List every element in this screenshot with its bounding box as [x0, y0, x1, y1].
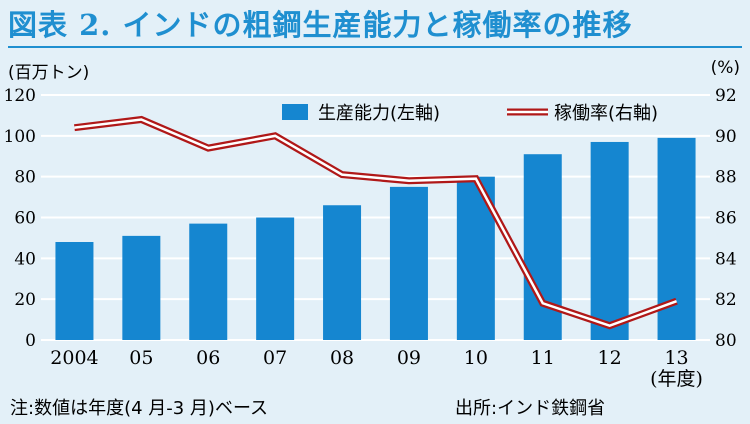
bar-series	[55, 137, 696, 340]
bar	[55, 242, 94, 340]
legend-label-line: 稼働率(右軸)	[554, 103, 658, 124]
bar	[323, 205, 362, 340]
legend: 生産能力(左軸) 稼働率(右軸)	[282, 103, 658, 124]
x-tick-label: 10	[464, 347, 488, 369]
x-tick-label: 11	[531, 347, 555, 369]
y-left-tick-label: 0	[25, 331, 36, 351]
x-tick-label: 13	[664, 347, 688, 369]
bar	[389, 186, 428, 340]
x-tick-label: 12	[598, 347, 622, 369]
y-right-tick-label: 86	[715, 209, 737, 229]
title-divider	[8, 46, 742, 48]
axes: 0 20 40 60 80 100 120 80 82 84 86 88 90 92 2004 05 06 07 0…	[4, 86, 737, 390]
legend-label-bar: 生産能力(左軸)	[318, 103, 440, 124]
x-tick-label: 06	[196, 347, 220, 369]
y-right-tick-label: 90	[715, 127, 737, 147]
operating-rate-line-inner	[74, 118, 677, 328]
x-tick-label: 08	[330, 347, 354, 369]
footer-source: 出所:インド鉄鋼省	[455, 398, 606, 419]
y-right-tick-label: 88	[715, 168, 737, 188]
x-tick-label: 05	[129, 347, 153, 369]
legend-swatch-bar	[282, 104, 308, 120]
x-axis-suffix: (年度)	[650, 368, 703, 390]
x-tick-label: 09	[397, 347, 421, 369]
y-right-tick-label: 84	[715, 249, 737, 269]
x-tick-label: 2004	[50, 347, 98, 369]
y-left-tick-label: 20	[14, 290, 36, 310]
bar	[523, 154, 562, 340]
line-series	[74, 115, 678, 330]
y-right-tick-label: 82	[715, 290, 737, 310]
y-left-tick-label: 120	[4, 86, 36, 106]
y-left-tick-label: 40	[14, 249, 36, 269]
bar	[590, 141, 629, 340]
right-axis-unit: (%)	[710, 58, 740, 78]
y-left-tick-label: 60	[14, 209, 36, 229]
x-tick-label: 07	[263, 347, 287, 369]
y-left-tick-label: 100	[4, 127, 36, 147]
y-right-tick-label: 92	[715, 86, 737, 106]
y-right-tick-label: 80	[715, 331, 737, 351]
page-title: 図表 2. インドの粗鋼生産能力と稼働率の推移	[8, 8, 633, 42]
bar	[122, 235, 161, 340]
left-axis-unit: (百万トン)	[8, 63, 90, 83]
y-left-tick-label: 80	[14, 168, 36, 188]
bar	[189, 223, 228, 340]
footer-note: 注:数値は年度(4 月-3 月)ベース	[10, 398, 269, 419]
bar	[256, 217, 295, 340]
